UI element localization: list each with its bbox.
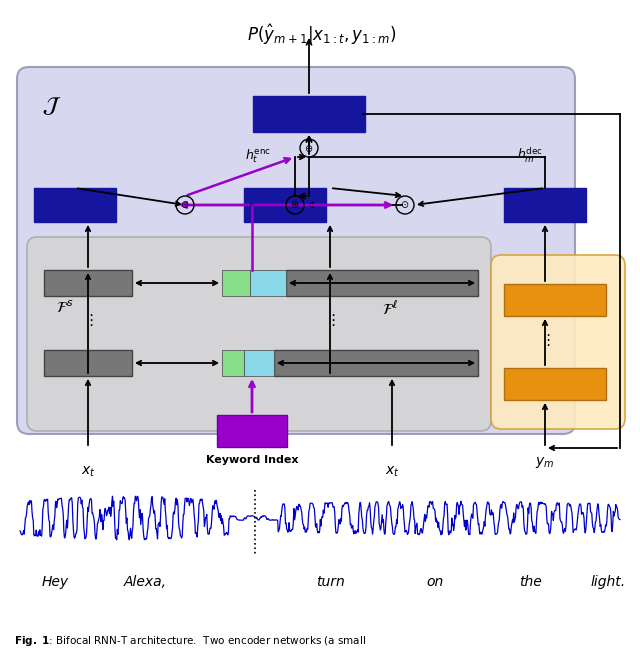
Text: on: on <box>426 575 444 589</box>
FancyBboxPatch shape <box>17 67 575 434</box>
Text: $h_m^{\mathrm{dec}}$: $h_m^{\mathrm{dec}}$ <box>517 146 543 165</box>
Bar <box>44 350 132 376</box>
Text: $h_t^{\mathrm{enc}}$: $h_t^{\mathrm{enc}}$ <box>245 148 271 165</box>
Text: $\mathcal{J}$: $\mathcal{J}$ <box>42 95 61 117</box>
Text: light.: light. <box>591 575 625 589</box>
Bar <box>504 284 606 316</box>
Text: $y_m$: $y_m$ <box>535 455 555 470</box>
Text: Keyword Index: Keyword Index <box>205 455 298 465</box>
Text: $\oplus$: $\oplus$ <box>305 142 314 154</box>
Text: Hey: Hey <box>42 575 68 589</box>
Bar <box>244 188 326 222</box>
Bar <box>274 350 478 376</box>
Text: $\mathcal{F}^\ell$: $\mathcal{F}^\ell$ <box>382 299 398 317</box>
Text: $x_t$: $x_t$ <box>81 465 95 480</box>
Bar <box>504 188 586 222</box>
Bar <box>504 368 606 400</box>
Text: $\vdots$: $\vdots$ <box>325 312 335 328</box>
Bar <box>222 350 244 376</box>
Bar <box>44 270 132 296</box>
Text: $\oplus$: $\oplus$ <box>291 200 300 210</box>
Bar <box>250 270 286 296</box>
Text: $x_t$: $x_t$ <box>385 465 399 480</box>
Bar <box>34 188 116 222</box>
Text: $\vdots$: $\vdots$ <box>83 312 93 328</box>
Bar <box>222 270 250 296</box>
Text: $\vdots$: $\vdots$ <box>540 332 550 348</box>
Text: $\mathcal{G}$: $\mathcal{G}$ <box>589 282 603 301</box>
Bar <box>286 270 478 296</box>
FancyBboxPatch shape <box>491 255 625 429</box>
Text: $\odot$: $\odot$ <box>180 200 189 210</box>
Text: $\mathcal{F}^s$: $\mathcal{F}^s$ <box>56 300 74 317</box>
Text: the: the <box>518 575 541 589</box>
Text: turn: turn <box>316 575 344 589</box>
Bar <box>217 415 287 447</box>
Bar <box>253 96 365 132</box>
FancyBboxPatch shape <box>27 237 491 431</box>
Text: Alexa,: Alexa, <box>124 575 166 589</box>
Bar <box>244 350 274 376</box>
Text: $\odot$: $\odot$ <box>401 200 410 210</box>
Text: $\mathbf{Fig.\ 1}$: Bifocal RNN-T architecture.  Two encoder networks (a small: $\mathbf{Fig.\ 1}$: Bifocal RNN-T archit… <box>14 634 366 648</box>
Text: $P(\hat{y}_{m+1}|x_{1:t}, y_{1:m})$: $P(\hat{y}_{m+1}|x_{1:t}, y_{1:m})$ <box>247 22 397 47</box>
